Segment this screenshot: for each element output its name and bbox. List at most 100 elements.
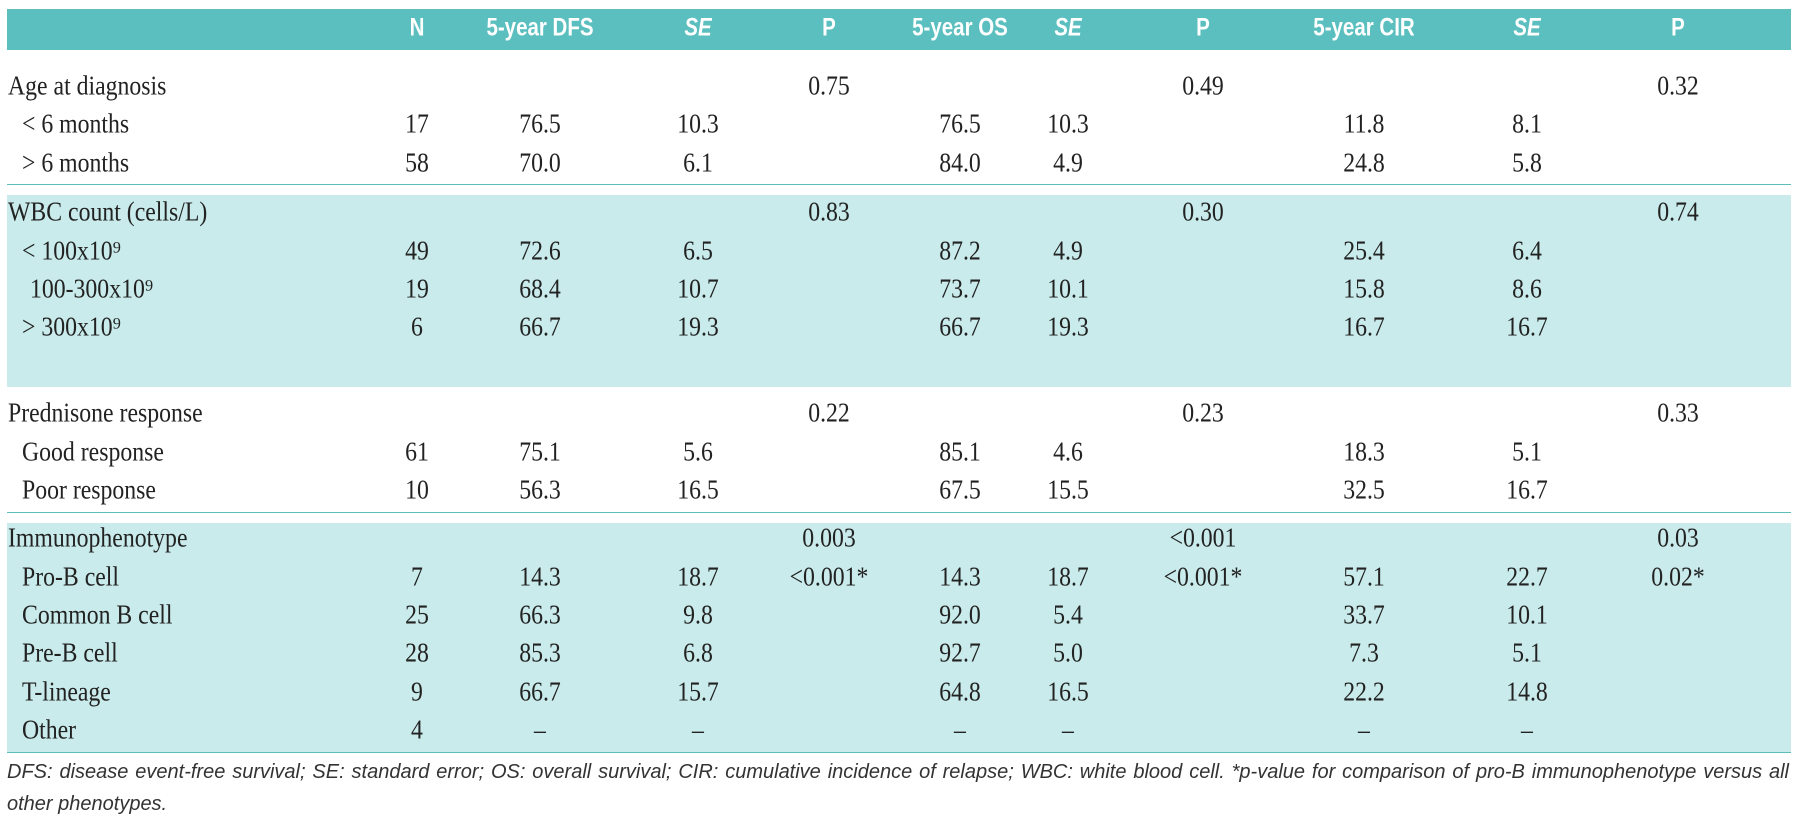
cell: 5.4 [1052,599,1083,630]
row-label: Other [21,714,76,745]
cell: 16.5 [677,474,719,505]
row-group [6,523,1791,753]
cell: 7.3 [1348,637,1379,668]
cell: 9.8 [683,599,713,630]
cell: 15.7 [677,676,719,707]
cell: 14.3 [938,561,981,592]
cell: 10.1 [1046,273,1089,304]
cell: 85.1 [938,436,981,467]
cell: 17 [404,108,429,139]
cell: 5.6 [683,436,713,467]
cell: – [692,714,704,745]
cell: 8.1 [1511,108,1542,139]
cell: 8.6 [1511,273,1542,304]
cell: 66.7 [518,311,561,342]
cell: 32.5 [1343,474,1385,505]
row-label: Good response [21,436,164,467]
cell: 4.9 [1052,147,1083,178]
row-label: < 6 months [21,108,129,139]
column-header: SE [684,13,712,42]
cell: 5.8 [1511,147,1542,178]
cell: 24.8 [1343,147,1385,178]
cell: 57.1 [1343,561,1385,592]
cell: 4.9 [1052,235,1083,266]
cell: 0.22 [808,397,850,428]
cell: 6.8 [683,637,713,668]
cell: 10 [404,474,429,505]
cell: 33.7 [1343,599,1385,630]
cell: 10.1 [1506,599,1548,630]
column-header: 5-year CIR [1313,13,1415,42]
cell: 0.32 [1657,70,1700,101]
cell: 0.003 [802,522,856,553]
cell: 76.5 [518,108,561,139]
cell: 0.23 [1182,397,1224,428]
cell: 7 [410,561,423,592]
cell: 5.0 [1052,637,1083,668]
cell: 0.83 [808,196,850,227]
row-label: T-lineage [21,676,111,707]
cell: 22.7 [1506,561,1548,592]
row-label: Common B cell [21,599,173,630]
cell: 11.8 [1343,108,1385,139]
cell: 66.7 [938,311,981,342]
group-label: Prednisone response [8,397,203,428]
column-header: P [822,13,836,42]
cell: 16.7 [1506,311,1548,342]
cell: 76.5 [938,108,981,139]
cell: – [953,714,966,745]
cell: 19 [404,273,429,304]
cell: 10.7 [677,273,719,304]
cell: 66.3 [518,599,561,630]
cell: 64.8 [938,676,981,707]
cell: 18.7 [677,561,719,592]
cell: 0.33 [1657,397,1700,428]
row-label: < 100x10⁹ [21,235,121,266]
cell: 66.7 [518,676,561,707]
cell: 25 [404,599,429,630]
column-header: N [409,13,425,42]
cell: 10.3 [1046,108,1089,139]
cell: – [1520,714,1533,745]
cell: 0.02* [1651,561,1706,592]
column-header: 5-year OS [911,13,1008,42]
cell: 19.3 [677,311,719,342]
cell: 18.3 [1343,436,1385,467]
cell: 58 [404,147,429,178]
row-label: 100-300x10⁹ [29,273,153,304]
cell: 0.74 [1657,196,1700,227]
cell: 4.6 [1052,436,1083,467]
cell: <0.001 [1169,522,1237,553]
cell: 73.7 [938,273,981,304]
cell: 75.1 [518,436,561,467]
cell: 6.5 [683,235,713,266]
cell: 67.5 [938,474,981,505]
header-row [6,9,1791,51]
cell: 4 [410,714,423,745]
cell: 25.4 [1343,235,1385,266]
cell: 16.5 [1046,676,1089,707]
cell: 0.30 [1182,196,1224,227]
cell: 56.3 [518,474,561,505]
cell: 10.3 [677,108,719,139]
cell: 49 [404,235,429,266]
row-group [6,386,1791,513]
cell: 14.8 [1506,676,1548,707]
cell: 0.03 [1657,522,1700,553]
cell: 92.7 [938,637,981,668]
row-label: > 300x10⁹ [21,311,121,342]
cell: 16.7 [1343,311,1385,342]
cell: 70.0 [518,147,561,178]
cell: 19.3 [1046,311,1089,342]
group-label: WBC count (cells/L) [8,196,208,227]
cell: 28 [404,637,429,668]
cell: 68.4 [518,273,561,304]
group-label: Age at diagnosis [8,70,167,101]
column-header: SE [1513,13,1541,42]
cell: 15.5 [1046,474,1089,505]
cell: 0.49 [1182,70,1224,101]
cell: 5.1 [1511,436,1542,467]
cell: 61 [404,436,429,467]
cell: 18.7 [1046,561,1089,592]
